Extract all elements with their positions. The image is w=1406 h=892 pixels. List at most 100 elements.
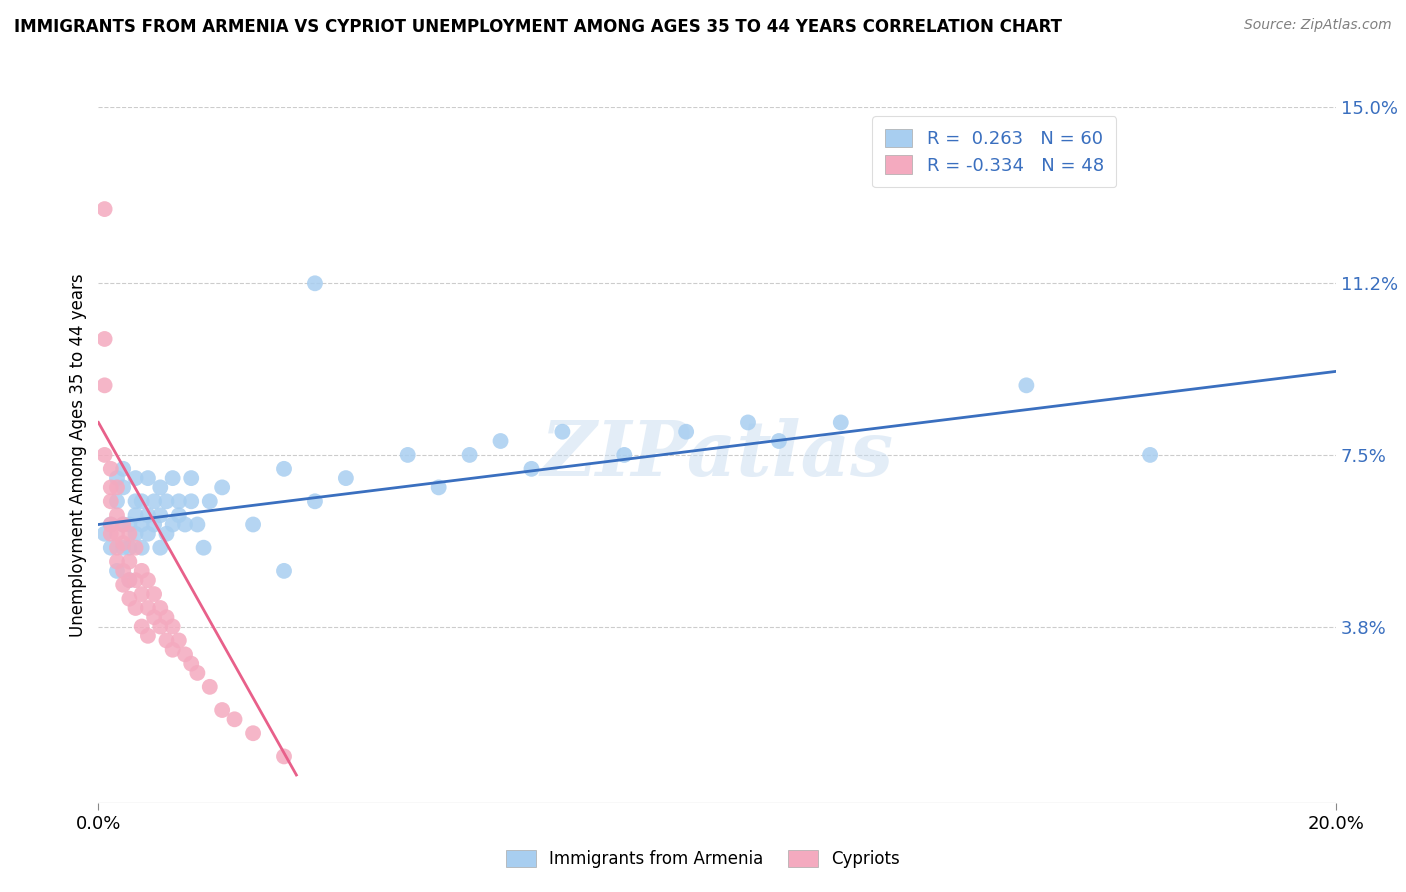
Point	[186, 517, 208, 532]
Point	[304, 494, 326, 508]
Point	[520, 462, 543, 476]
Point	[131, 564, 153, 578]
Point	[737, 416, 759, 430]
Point	[124, 471, 146, 485]
Point	[93, 332, 115, 346]
Point	[131, 541, 153, 555]
Point	[162, 619, 184, 633]
Point	[112, 462, 135, 476]
Legend: R =  0.263   N = 60, R = -0.334   N = 48: R = 0.263 N = 60, R = -0.334 N = 48	[872, 116, 1116, 187]
Legend: Immigrants from Armenia, Cypriots: Immigrants from Armenia, Cypriots	[499, 843, 907, 875]
Point	[124, 601, 146, 615]
Point	[211, 480, 233, 494]
Point	[162, 471, 184, 485]
Point	[242, 517, 264, 532]
Point	[180, 494, 202, 508]
Point	[118, 591, 141, 606]
Point	[1139, 448, 1161, 462]
Point	[304, 277, 326, 291]
Point	[155, 494, 177, 508]
Point	[149, 541, 172, 555]
Point	[830, 416, 852, 430]
Point	[143, 610, 166, 624]
Point	[112, 517, 135, 532]
Point	[1015, 378, 1038, 392]
Point	[124, 573, 146, 587]
Point	[155, 610, 177, 624]
Text: Source: ZipAtlas.com: Source: ZipAtlas.com	[1244, 18, 1392, 32]
Text: ZIPatlas: ZIPatlas	[540, 418, 894, 491]
Point	[93, 526, 115, 541]
Point	[112, 541, 135, 555]
Point	[180, 471, 202, 485]
Point	[100, 517, 122, 532]
Point	[198, 680, 221, 694]
Point	[198, 494, 221, 508]
Point	[118, 541, 141, 555]
Point	[100, 526, 122, 541]
Point	[224, 712, 246, 726]
Point	[143, 494, 166, 508]
Point	[211, 703, 233, 717]
Point	[174, 648, 197, 662]
Point	[273, 462, 295, 476]
Point	[100, 517, 122, 532]
Text: IMMIGRANTS FROM ARMENIA VS CYPRIOT UNEMPLOYMENT AMONG AGES 35 TO 44 YEARS CORREL: IMMIGRANTS FROM ARMENIA VS CYPRIOT UNEMP…	[14, 18, 1062, 36]
Point	[162, 517, 184, 532]
Point	[551, 425, 574, 439]
Point	[105, 541, 128, 555]
Point	[100, 541, 122, 555]
Point	[193, 541, 215, 555]
Point	[131, 517, 153, 532]
Point	[93, 448, 115, 462]
Point	[427, 480, 450, 494]
Point	[112, 480, 135, 494]
Point	[458, 448, 481, 462]
Point	[124, 508, 146, 523]
Point	[155, 526, 177, 541]
Point	[335, 471, 357, 485]
Point	[180, 657, 202, 671]
Point	[136, 508, 159, 523]
Point	[93, 202, 115, 216]
Point	[396, 448, 419, 462]
Point	[273, 749, 295, 764]
Point	[136, 629, 159, 643]
Point	[136, 526, 159, 541]
Point	[167, 494, 190, 508]
Point	[124, 526, 146, 541]
Point	[613, 448, 636, 462]
Point	[105, 494, 128, 508]
Point	[100, 480, 122, 494]
Point	[105, 508, 128, 523]
Point	[105, 564, 128, 578]
Point	[167, 633, 190, 648]
Point	[136, 471, 159, 485]
Point	[105, 480, 128, 494]
Point	[489, 434, 512, 448]
Point	[155, 633, 177, 648]
Point	[131, 587, 153, 601]
Point	[105, 526, 128, 541]
Point	[100, 462, 122, 476]
Point	[131, 494, 153, 508]
Point	[112, 536, 135, 550]
Point	[112, 564, 135, 578]
Point	[174, 517, 197, 532]
Point	[149, 619, 172, 633]
Point	[105, 471, 128, 485]
Y-axis label: Unemployment Among Ages 35 to 44 years: Unemployment Among Ages 35 to 44 years	[69, 273, 87, 637]
Point	[242, 726, 264, 740]
Point	[136, 573, 159, 587]
Point	[118, 526, 141, 541]
Point	[118, 517, 141, 532]
Point	[131, 619, 153, 633]
Point	[124, 494, 146, 508]
Point	[143, 517, 166, 532]
Point	[768, 434, 790, 448]
Point	[112, 517, 135, 532]
Point	[112, 578, 135, 592]
Point	[186, 665, 208, 680]
Point	[124, 541, 146, 555]
Point	[675, 425, 697, 439]
